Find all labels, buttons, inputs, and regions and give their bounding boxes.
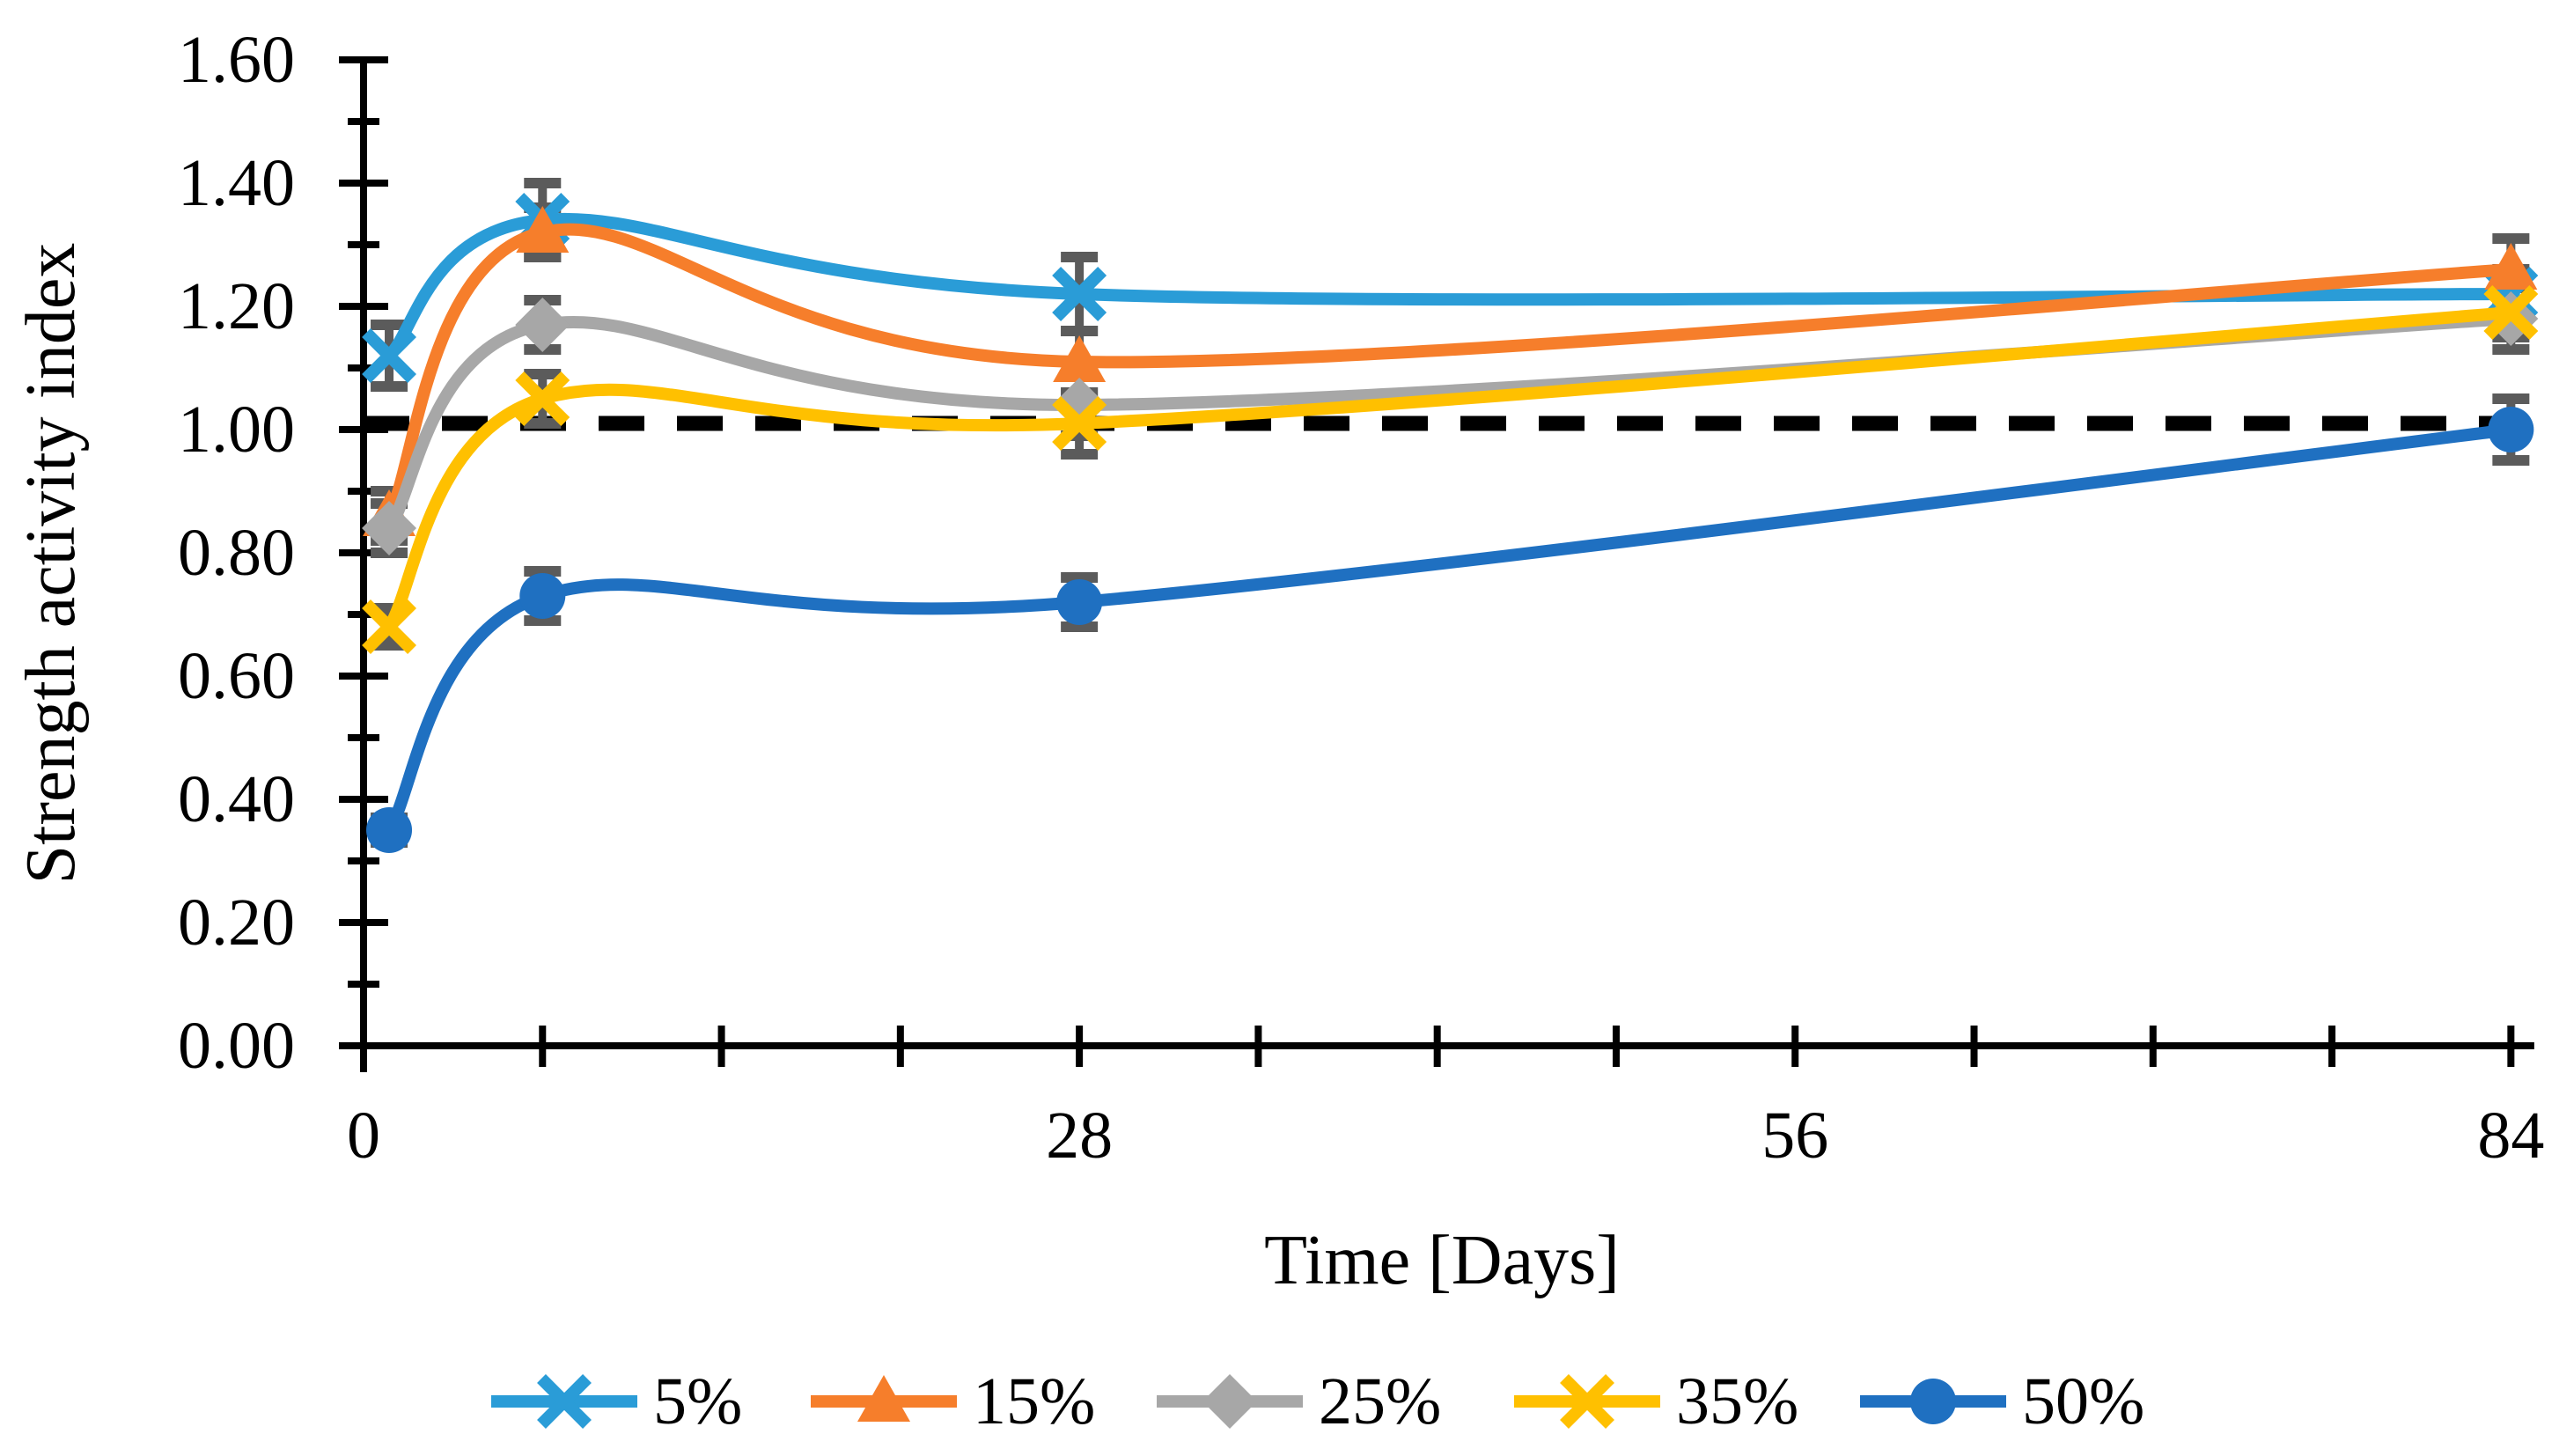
legend-marker-35pct xyxy=(1560,1374,1614,1429)
series-marker-35pct xyxy=(1052,396,1107,451)
legend-label-50pct: 50% xyxy=(2022,1364,2144,1438)
x-tick-label: 28 xyxy=(1046,1099,1113,1173)
legend-marker-25pct xyxy=(1202,1374,1257,1429)
series-marker-25pct xyxy=(515,298,570,352)
legend-marker-15pct xyxy=(857,1375,910,1422)
series-marker-50pct xyxy=(1056,579,1103,625)
series-marker-15pct xyxy=(516,206,570,253)
y-tick-label: 0.60 xyxy=(178,639,295,713)
series-line-50pct xyxy=(383,423,2518,836)
x-tick-label: 56 xyxy=(1761,1099,1828,1173)
y-tick-label: 0.80 xyxy=(178,516,295,590)
series-marker-15pct xyxy=(1053,335,1107,382)
y-tick-label: 1.20 xyxy=(178,269,295,343)
y-axis-title: Strength activity index xyxy=(12,243,90,885)
series-marker-5pct xyxy=(362,328,416,383)
series-marker-50pct xyxy=(519,573,566,619)
legend-label-25pct: 25% xyxy=(1319,1364,1441,1438)
series-line-35pct xyxy=(383,306,2518,633)
y-tick-label: 0.00 xyxy=(178,1009,295,1083)
x-tick-label: 84 xyxy=(2477,1099,2544,1173)
series-line-15pct xyxy=(383,223,2518,522)
series-marker-5pct xyxy=(1052,267,1107,321)
series-marker-50pct xyxy=(2488,407,2534,452)
series-marker-50pct xyxy=(366,807,413,853)
series-marker-15pct xyxy=(2484,243,2538,290)
legend-label-15pct: 15% xyxy=(973,1364,1095,1438)
legend-label-5pct: 5% xyxy=(653,1364,742,1438)
y-tick-label: 1.40 xyxy=(178,146,295,220)
legend-label-35pct: 35% xyxy=(1676,1364,1798,1438)
series-marker-25pct xyxy=(362,501,417,555)
y-tick-label: 1.60 xyxy=(178,23,295,97)
chart-plot-area: 0.00 0.20 0.40 0.60 0.80 1.00 1.20 1.40 1.60 0 28 5… xyxy=(178,23,2544,1438)
y-tick-label: 0.20 xyxy=(178,886,295,960)
series-marker-35pct xyxy=(515,371,570,426)
x-tick-label: 0 xyxy=(347,1099,380,1173)
legend-marker-50pct xyxy=(1910,1379,1956,1424)
series-marker-35pct xyxy=(2483,285,2539,340)
y-tick-label: 1.00 xyxy=(178,393,295,467)
y-tick-label: 0.40 xyxy=(178,762,295,836)
x-axis-title: Time [Days] xyxy=(1264,1222,1620,1299)
series-marker-35pct xyxy=(362,599,416,654)
legend-marker-5pct xyxy=(537,1374,592,1429)
